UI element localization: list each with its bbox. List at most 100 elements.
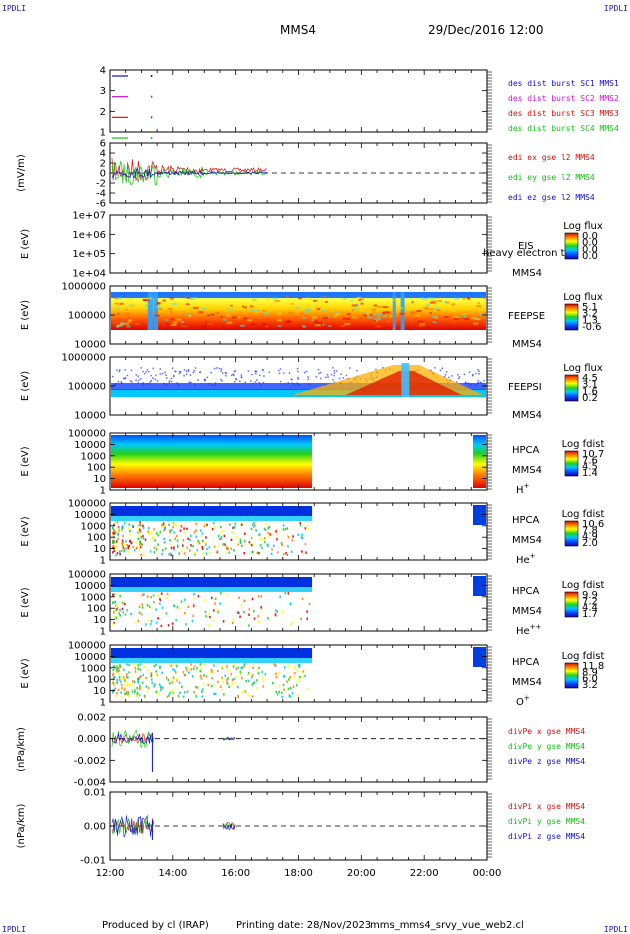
feepse-texture bbox=[124, 312, 131, 315]
feepsi-texture bbox=[147, 382, 150, 385]
hpca-texture bbox=[140, 613, 143, 616]
hpca-texture bbox=[172, 676, 175, 679]
hpca-texture bbox=[168, 694, 170, 697]
hpca-texture bbox=[220, 525, 222, 529]
hpca-texture bbox=[232, 618, 235, 622]
feepse-texture bbox=[128, 304, 134, 307]
hpca-texture bbox=[155, 548, 158, 551]
hpca-texture bbox=[264, 673, 267, 676]
hpca-texture bbox=[147, 530, 150, 533]
hpca-texture bbox=[186, 690, 189, 693]
feepsi-texture bbox=[115, 382, 117, 385]
feepsi-texture bbox=[150, 374, 152, 377]
feepsi-texture bbox=[333, 372, 336, 374]
hpca-texture bbox=[239, 541, 242, 544]
hpca-texture bbox=[276, 534, 279, 537]
feepsi-texture bbox=[478, 370, 480, 373]
hpca-texture bbox=[175, 677, 178, 681]
hpca-texture bbox=[230, 673, 233, 676]
hpca-texture bbox=[112, 601, 114, 604]
hpca-texture bbox=[149, 532, 151, 536]
feepse-texture bbox=[250, 323, 256, 326]
hpca-texture bbox=[274, 664, 277, 667]
feepse-texture bbox=[377, 305, 384, 308]
right-label-species: He++ bbox=[516, 623, 542, 637]
hpca-texture bbox=[231, 682, 233, 686]
hpca-texture bbox=[128, 671, 130, 674]
right-label-species: O+ bbox=[516, 694, 530, 708]
feepsi-texture bbox=[187, 369, 190, 371]
colorbar-tick-label: 7.6 bbox=[582, 455, 598, 466]
feepse-texture bbox=[466, 305, 469, 308]
y-tick-label: 2 bbox=[100, 159, 106, 170]
hpca-texture bbox=[142, 526, 145, 530]
hpca-texture bbox=[199, 676, 201, 679]
feepse-texture bbox=[431, 316, 437, 319]
hpca-texture bbox=[212, 664, 215, 667]
legend-edi-0: edi ex gse l2 MMS4 bbox=[508, 153, 595, 162]
feepse-texture bbox=[398, 306, 403, 309]
colorbar-tick-label: 4.5 bbox=[582, 373, 598, 384]
hpca-texture bbox=[253, 525, 255, 528]
hpca-texture bbox=[243, 665, 245, 668]
hpca-texture bbox=[148, 605, 151, 608]
feepse-texture bbox=[360, 302, 364, 305]
feepse-texture bbox=[351, 316, 357, 319]
feepse-texture bbox=[215, 311, 221, 314]
y-tick-label: 1000 bbox=[81, 451, 106, 462]
feepse-texture bbox=[220, 315, 223, 318]
hpca-texture bbox=[276, 551, 279, 554]
hpca-texture bbox=[294, 676, 296, 679]
hpca-texture bbox=[198, 541, 201, 545]
feepse-texture bbox=[169, 297, 174, 300]
hpca-texture bbox=[162, 523, 164, 527]
hpca-texture bbox=[126, 544, 128, 547]
hpca-texture bbox=[122, 543, 125, 547]
hpca-texture bbox=[176, 606, 179, 609]
hpca-texture bbox=[271, 548, 273, 551]
hpca-texture bbox=[228, 551, 230, 554]
hpca-texture bbox=[126, 673, 128, 676]
hpca-texture bbox=[189, 534, 192, 537]
hpca-texture bbox=[135, 663, 137, 667]
feepse-texture bbox=[328, 325, 332, 328]
feepse-texture bbox=[454, 317, 459, 320]
feepse-texture bbox=[364, 311, 368, 314]
y-tick-label: 1 bbox=[100, 128, 106, 139]
hpca-texture bbox=[163, 526, 165, 530]
hpca-texture bbox=[289, 676, 292, 679]
hpca-texture bbox=[262, 679, 265, 683]
feepse-texture bbox=[262, 323, 268, 326]
hpca-texture bbox=[127, 545, 130, 548]
hpca-texture bbox=[117, 610, 120, 614]
hpca-texture bbox=[300, 617, 303, 621]
hpca-texture bbox=[119, 594, 121, 598]
hpca-texture bbox=[128, 550, 130, 554]
hpca-texture bbox=[283, 666, 286, 669]
series-edi-2 bbox=[111, 168, 267, 179]
hpca-texture bbox=[248, 613, 250, 616]
feepsi-texture bbox=[356, 370, 358, 372]
y-tick-label: -4 bbox=[96, 189, 106, 200]
feepsi-texture bbox=[179, 371, 182, 373]
hpca-texture bbox=[297, 669, 299, 673]
footer-filename: mms_mms4_srvy_vue_web2.cl bbox=[370, 920, 524, 931]
hpca-texture bbox=[137, 680, 139, 683]
feepsi-texture bbox=[197, 379, 199, 381]
series-divpi-2 bbox=[111, 814, 155, 838]
hpca-texture bbox=[193, 530, 196, 534]
hpca-texture bbox=[159, 665, 161, 668]
hpca-texture bbox=[243, 690, 245, 693]
hpca-texture bbox=[288, 678, 290, 681]
feepse-texture bbox=[117, 312, 120, 315]
hpca-texture bbox=[260, 595, 263, 598]
right-label-spacecraft: MMS4 bbox=[512, 677, 542, 688]
feepse-texture bbox=[198, 311, 204, 314]
feepsi-texture bbox=[483, 379, 485, 382]
feepse-texture bbox=[277, 313, 282, 316]
right-label-instrument: HPCA bbox=[512, 657, 540, 668]
x-tick-label: 16:00 bbox=[221, 868, 250, 879]
y-tick-label: 0.01 bbox=[84, 788, 106, 799]
hpca-texture bbox=[128, 523, 131, 526]
hpca-texture bbox=[218, 544, 221, 547]
